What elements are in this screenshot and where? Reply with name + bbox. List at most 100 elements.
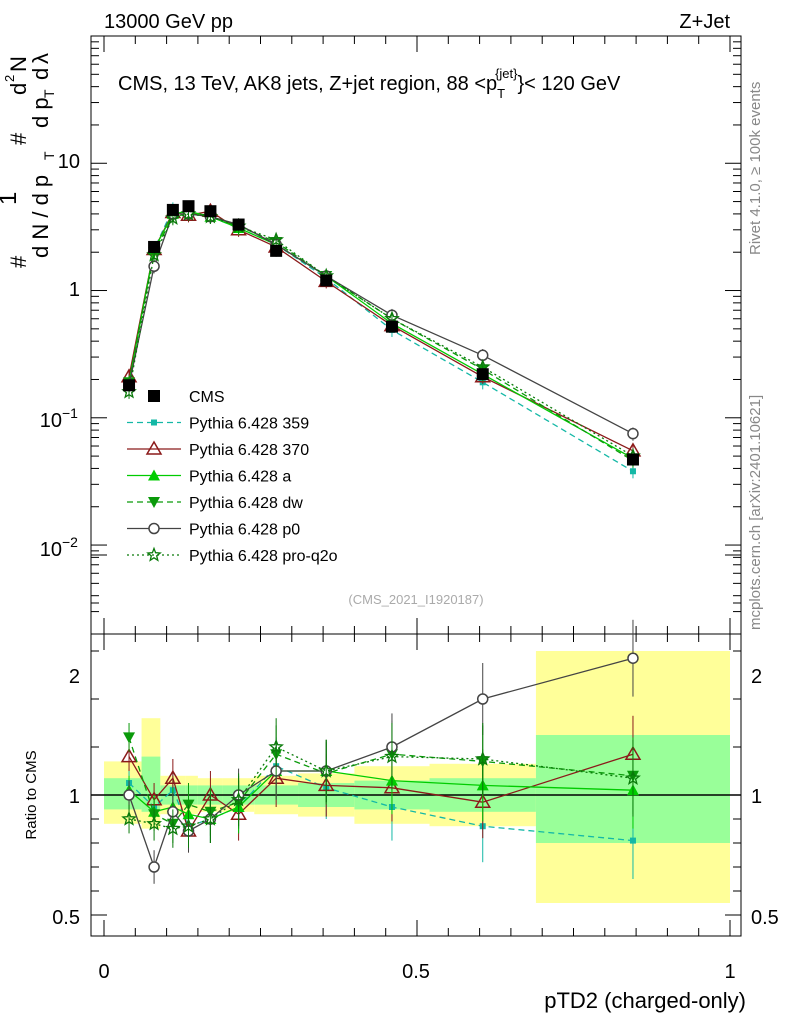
legend-marker [148, 522, 160, 535]
ylabel-sub-t-2: T [41, 89, 57, 98]
ratio-panel-frame [90, 633, 742, 937]
legend-label: Pythia 6.428 p0 [189, 522, 300, 539]
ratio-point [629, 837, 636, 844]
cms-point [204, 205, 217, 218]
ratio-ytick-label-2-right: 2 [751, 666, 762, 688]
side-rivet-label: Rivet 4.1.0, ≥ 100k events [747, 82, 764, 255]
ratio-point [268, 738, 284, 754]
legend-marker [151, 419, 157, 426]
legend-label: Pythia 6.428 359 [189, 416, 309, 433]
ratio-point [123, 732, 136, 744]
ratio-ytick-label-0p5-right: 0.5 [751, 907, 779, 929]
legend-marker [146, 546, 162, 562]
main-point [627, 427, 639, 440]
ylabel-sub-t-1: T [41, 151, 57, 160]
main-series-line-0 [128, 207, 634, 472]
main-point [476, 349, 489, 362]
main-ytick-label-0p01-base: 10 [40, 539, 62, 561]
ratio-ytick-label-1-right: 1 [751, 786, 762, 808]
ratio-point [318, 762, 335, 778]
cms-point [320, 274, 333, 287]
ratio-point [120, 748, 138, 763]
ratio-point [384, 748, 400, 764]
ratio-point [230, 791, 247, 807]
ylabel-hash-2: # [6, 132, 31, 145]
cms-point [232, 218, 245, 231]
ratio-series-layer [120, 619, 642, 884]
ratio-point [121, 810, 137, 826]
legend-marker [148, 469, 160, 481]
main-ytick-label-0p1-exp: −1 [62, 405, 78, 421]
legend-label: Pythia 6.428 370 [189, 442, 309, 459]
ylabel-n: N [6, 56, 31, 72]
main-point [165, 209, 181, 225]
legend-marker-cms [148, 390, 160, 402]
cms-point [476, 368, 489, 381]
main-point [629, 468, 636, 475]
legend-marker [145, 440, 163, 455]
main-ylabel: # 1 d N / d p T # d p T d 2 N d λ [0, 53, 57, 268]
main-ytick-label-0p01-exp: −2 [62, 534, 78, 550]
legend-label: Pythia 6.428 dw [189, 495, 303, 512]
ratio-point [146, 815, 163, 831]
legend: CMS Pythia 6.428 359 Pythia 6.428 370 Pythi… [127, 389, 338, 565]
side-mcplots-label: mcplots.cern.ch [arXiv:2401.10621] [747, 395, 764, 630]
ratio-ylabel: Ratio to CMS [23, 750, 40, 839]
ylabel-dpt: d p [28, 97, 53, 128]
ratio-series-line-3 [128, 737, 634, 825]
ratio-ytick-label-1: 1 [69, 786, 80, 808]
ratio-point [476, 693, 489, 705]
cms-point [148, 240, 161, 253]
ratio-point [627, 652, 639, 664]
ratio-series-line-5 [128, 746, 634, 830]
ratio-point [202, 810, 219, 826]
ratio-point [165, 820, 181, 836]
ratio-point [123, 789, 135, 801]
cms-point [626, 453, 639, 466]
ylabel-d: d [6, 83, 31, 95]
ylabel-hash-1: # [6, 255, 31, 268]
cms-point [123, 379, 136, 392]
main-series-layer [120, 200, 642, 479]
main-point [268, 231, 285, 247]
analysis-id-label: (CMS_2021_I1920187) [348, 592, 483, 607]
header-process-label: Z+Jet [679, 11, 730, 33]
legend-label: Pythia 6.428 a [189, 469, 291, 486]
xtick-label-0: 0 [98, 961, 109, 983]
cms-point [270, 244, 283, 257]
xtick-label-0p5: 0.5 [402, 961, 430, 983]
ratio-ytick-label-0p5: 0.5 [52, 907, 80, 929]
cms-point [166, 203, 179, 216]
cms-point [385, 320, 398, 333]
ratio-point [474, 750, 491, 766]
chart-title: CMS, 13 TeV, AK8 jets, Z+jet region, 88 … [118, 66, 621, 101]
legend-label: Pythia 6.428 pro-q2o [189, 548, 338, 565]
main-ytick-label-10: 10 [58, 151, 80, 173]
ratio-point [180, 817, 197, 833]
legend-marker [148, 497, 160, 508]
xlabel: pTD2 (charged-only) [544, 988, 746, 1013]
main-ytick-label-1: 1 [69, 279, 80, 301]
ylabel-one: 1 [0, 192, 22, 205]
main-axis-ticks [91, 36, 741, 635]
main-panel-frame [90, 35, 742, 635]
ylabel-d-lambda: d [28, 68, 53, 80]
ratio-point [625, 769, 641, 785]
ratio-uncertainty-bands [104, 651, 730, 903]
main-ytick-label-0p1-base: 10 [40, 410, 62, 432]
ylabel-sup-2: 2 [2, 75, 17, 82]
ratio-band-inner [104, 778, 142, 810]
ratio-ytick-label-2: 2 [69, 666, 80, 688]
main-point [148, 260, 160, 273]
xtick-label-1: 1 [724, 961, 735, 983]
ylabel-lambda: λ [28, 53, 53, 64]
cms-point [182, 200, 195, 213]
legend-label: CMS [189, 389, 225, 406]
main-series-line-5 [128, 213, 634, 457]
header-collision-label: 13000 GeV pp [104, 11, 233, 33]
ratio-axis-ticks [91, 554, 741, 936]
ylabel-dn-dpt: d N / d p [28, 175, 53, 258]
ratio-point [164, 769, 182, 784]
ratio-point [148, 861, 160, 873]
